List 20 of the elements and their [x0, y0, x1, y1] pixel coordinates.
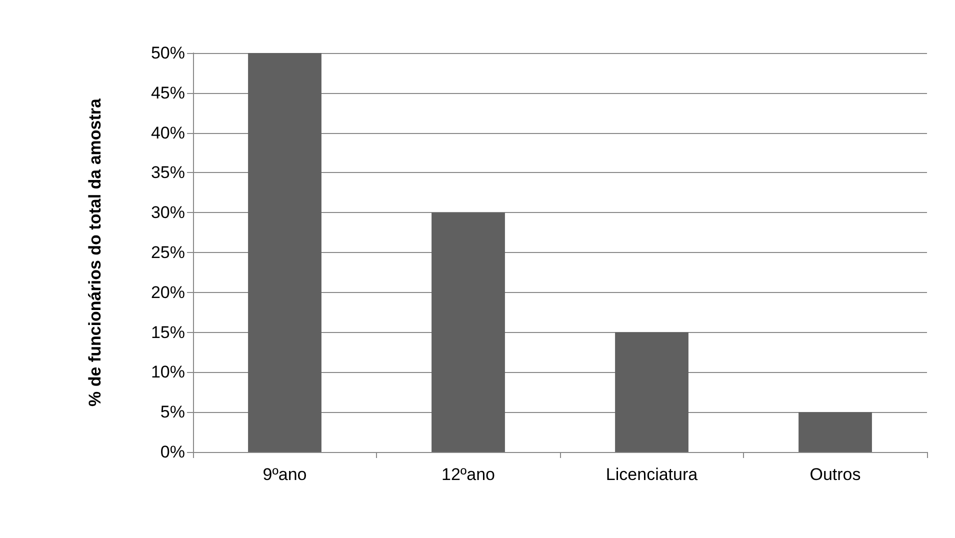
bar [432, 212, 505, 452]
x-tick-label: Outros [810, 465, 861, 484]
y-tick-label: 5% [160, 402, 185, 422]
y-tick-label: 10% [150, 362, 185, 382]
bar [248, 53, 322, 452]
x-tick-label: 12ºano [442, 465, 495, 484]
y-axis-title: % de funcionários do total da amostra [86, 98, 104, 406]
y-tick-label: 30% [150, 203, 185, 222]
bar [615, 332, 688, 452]
y-tick-label: 40% [150, 123, 185, 142]
y-tick-label: 35% [150, 163, 185, 182]
x-tick-label: 9ºano [262, 465, 307, 484]
y-tick-label: 50% [150, 44, 185, 62]
y-tick-label: 15% [150, 322, 185, 342]
bar [798, 412, 872, 452]
y-tick-label: 0% [160, 442, 185, 462]
x-tick-label: Licenciatura [606, 465, 698, 484]
y-tick-label: 45% [150, 83, 185, 102]
y-tick-label: 20% [150, 282, 185, 302]
y-tick-label: 25% [150, 243, 185, 262]
